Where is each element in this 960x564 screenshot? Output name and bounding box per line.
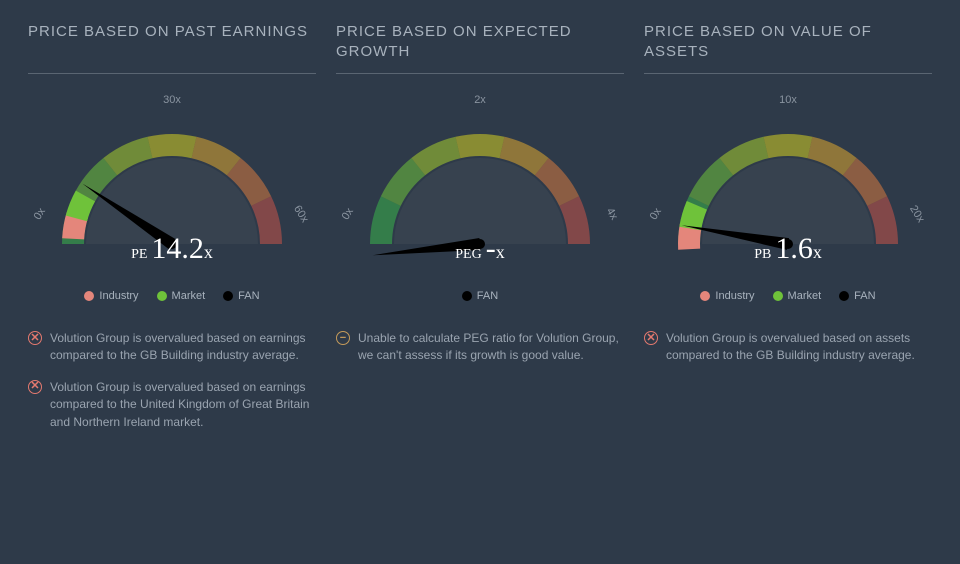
panel-title: PRICE BASED ON PAST EARNINGS — [28, 22, 316, 74]
note-text: Volution Group is overvalued based on ea… — [50, 379, 316, 431]
notes-list: ✕ Volution Group is overvalued based on a… — [644, 330, 932, 365]
legend: Industry Market FAN — [28, 290, 316, 302]
legend-label: FAN — [477, 290, 498, 302]
gauge-wrap: 0x2x4xPEG-xFAN — [336, 94, 624, 324]
note-text: Volution Group is overvalued based on ea… — [50, 330, 316, 365]
note-item: ✕ Volution Group is overvalued based on a… — [644, 330, 932, 365]
gauge-tick-top: 10x — [644, 94, 932, 106]
valuation-panel: PRICE BASED ON EXPECTED GROWTH0x2x4xPEG-… — [336, 22, 624, 445]
gauge-value: PE 14.2x — [28, 232, 316, 266]
legend-label: Industry — [715, 290, 754, 302]
valuation-panel: PRICE BASED ON PAST EARNINGS0x30x60xPE14… — [28, 22, 316, 445]
gauge-tick-top: 30x — [28, 94, 316, 106]
legend-label: FAN — [238, 290, 259, 302]
legend-label: Market — [788, 290, 822, 302]
legend-item-fan: FAN — [839, 290, 875, 302]
note-text: Volution Group is overvalued based on as… — [666, 330, 932, 365]
legend-item-industry: Industry — [700, 290, 754, 302]
metric-label: PEG — [455, 247, 481, 262]
legend-item-industry: Industry — [84, 290, 138, 302]
legend-item-market: Market — [157, 290, 206, 302]
minus-circle-icon: − — [336, 331, 350, 345]
note-text: Unable to calculate PEG ratio for Voluti… — [358, 330, 624, 365]
metric-label: PE — [131, 247, 147, 262]
gauge-value: PB 1.6x — [644, 232, 932, 266]
gauge-wrap: 0x30x60xPE14.2xIndustryMarketFAN — [28, 94, 316, 324]
panel-title: PRICE BASED ON EXPECTED GROWTH — [336, 22, 624, 74]
legend: Industry Market FAN — [644, 290, 932, 302]
gauge-tick-top: 2x — [336, 94, 624, 106]
panel-title: PRICE BASED ON VALUE OF ASSETS — [644, 22, 932, 74]
gauge-value: PEG-x — [336, 232, 624, 266]
legend-item-fan: FAN — [223, 290, 259, 302]
valuation-panel: PRICE BASED ON VALUE OF ASSETS0x10x20xPB… — [644, 22, 932, 445]
legend-item-fan: FAN — [462, 290, 498, 302]
cross-circle-icon: ✕ — [644, 331, 658, 345]
fan-dot-icon — [223, 291, 233, 301]
industry-dot-icon — [700, 291, 710, 301]
fan-dot-icon — [462, 291, 472, 301]
note-item: ✕ Volution Group is overvalued based on e… — [28, 330, 316, 365]
industry-dot-icon — [84, 291, 94, 301]
metric-value: 14.2 — [151, 232, 204, 265]
legend-label: Market — [172, 290, 206, 302]
legend: FAN — [336, 290, 624, 302]
metric-suffix: x — [496, 242, 505, 262]
cross-circle-icon: ✕ — [28, 331, 42, 345]
legend-label: FAN — [854, 290, 875, 302]
cross-circle-icon: ✕ — [28, 380, 42, 394]
metric-value: - — [486, 232, 496, 265]
metric-suffix: x — [813, 242, 822, 262]
metric-label: PB — [754, 247, 771, 262]
metric-suffix: x — [204, 242, 213, 262]
market-dot-icon — [157, 291, 167, 301]
market-dot-icon — [773, 291, 783, 301]
gauge-wrap: 0x10x20xPB1.6xIndustryMarketFAN — [644, 94, 932, 324]
fan-dot-icon — [839, 291, 849, 301]
legend-label: Industry — [99, 290, 138, 302]
metric-value: 1.6 — [775, 232, 813, 265]
note-item: −Unable to calculate PEG ratio for Volut… — [336, 330, 624, 365]
notes-list: ✕ Volution Group is overvalued based on e… — [28, 330, 316, 431]
legend-item-market: Market — [773, 290, 822, 302]
notes-list: −Unable to calculate PEG ratio for Volut… — [336, 330, 624, 365]
note-item: ✕ Volution Group is overvalued based on e… — [28, 379, 316, 431]
